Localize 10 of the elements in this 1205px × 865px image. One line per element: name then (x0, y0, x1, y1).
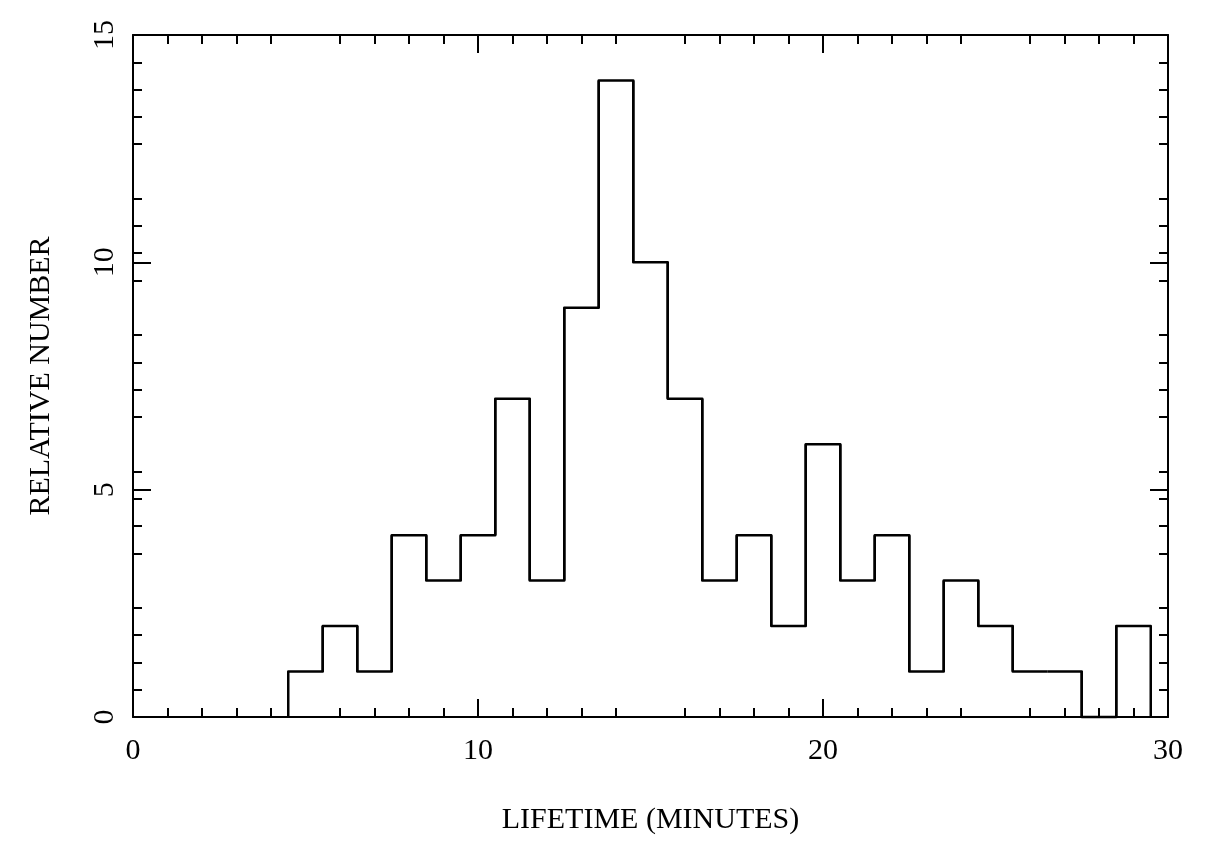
y-axis-title: RELATIVE NUMBER (21, 236, 55, 516)
x-tick-label: 20 (808, 731, 838, 765)
x-axis-title: LIFETIME (MINUTES) (501, 800, 800, 835)
y-tick-label: 15 (85, 20, 119, 50)
y-tick-label: 5 (85, 482, 119, 498)
x-tick-label: 10 (463, 731, 493, 765)
y-tick-label: 10 (85, 247, 119, 278)
x-tick-label: 30 (1153, 731, 1183, 765)
x-tick-label: 0 (125, 731, 141, 765)
y-tick-label: 0 (85, 709, 119, 725)
